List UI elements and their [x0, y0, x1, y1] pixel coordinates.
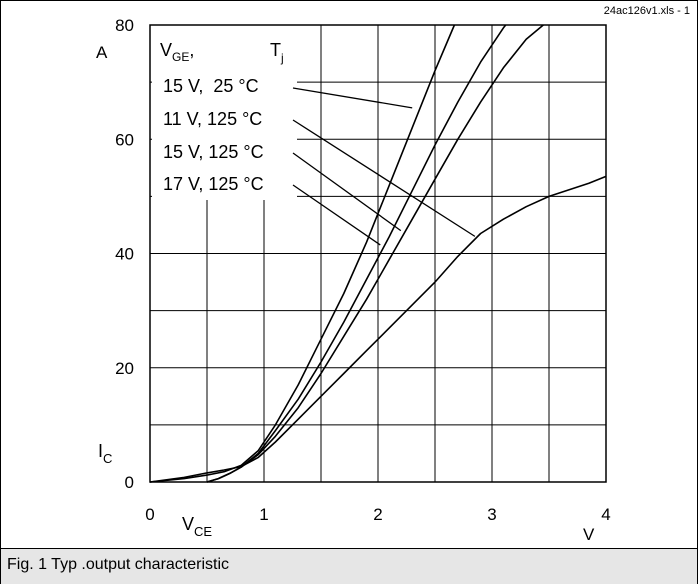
- legend-entry: 17 V, 125 °C: [163, 174, 264, 194]
- x-tick-label: 1: [259, 505, 268, 524]
- y-axis-symbol: IC: [98, 441, 112, 466]
- x-tick-label: 3: [487, 505, 496, 524]
- x-tick-label: 4: [601, 505, 610, 524]
- legend-header-tj: Tj: [270, 40, 284, 65]
- leader-line: [292, 87, 413, 109]
- y-tick-label: 0: [125, 473, 134, 492]
- y-tick-label: 20: [115, 359, 134, 378]
- legend-entry: 15 V, 125 °C: [163, 142, 264, 162]
- x-axis-symbol: VCE: [182, 514, 212, 539]
- y-unit-label: A: [96, 43, 108, 62]
- series-line-2: [149, 175, 607, 483]
- leader-line: [292, 119, 476, 237]
- legend-entry: 11 V, 125 °C: [163, 109, 262, 129]
- x-unit-label: V: [583, 525, 595, 544]
- y-tick-label: 80: [115, 16, 134, 35]
- x-tick-label: 2: [373, 505, 382, 524]
- series-line-1: [149, 24, 456, 483]
- series-line-4: [206, 24, 507, 483]
- legend-entry: 15 V, 25 °C: [163, 76, 259, 96]
- plot-border: [149, 24, 607, 483]
- x-tick-label: 0: [145, 505, 154, 524]
- caption-bar: Fig. 1 Typ .output characteristic: [1, 548, 697, 584]
- leader-line: [292, 152, 402, 232]
- legend-leaders: [292, 87, 476, 246]
- legend-background: [152, 20, 297, 200]
- leader-line: [292, 184, 381, 246]
- legend: VGE, Tj 15 V, 25 °C 11 V, 125 °C 15 V, 1…: [160, 40, 284, 194]
- file-label: 24ac126v1.xls - 1: [604, 5, 690, 17]
- figure-caption: Fig. 1 Typ .output characteristic: [7, 556, 230, 573]
- y-tick-label: 40: [115, 245, 134, 264]
- y-tick-label: 60: [115, 130, 134, 149]
- legend-header-vge: VGE,: [160, 40, 194, 64]
- curves: [149, 24, 607, 483]
